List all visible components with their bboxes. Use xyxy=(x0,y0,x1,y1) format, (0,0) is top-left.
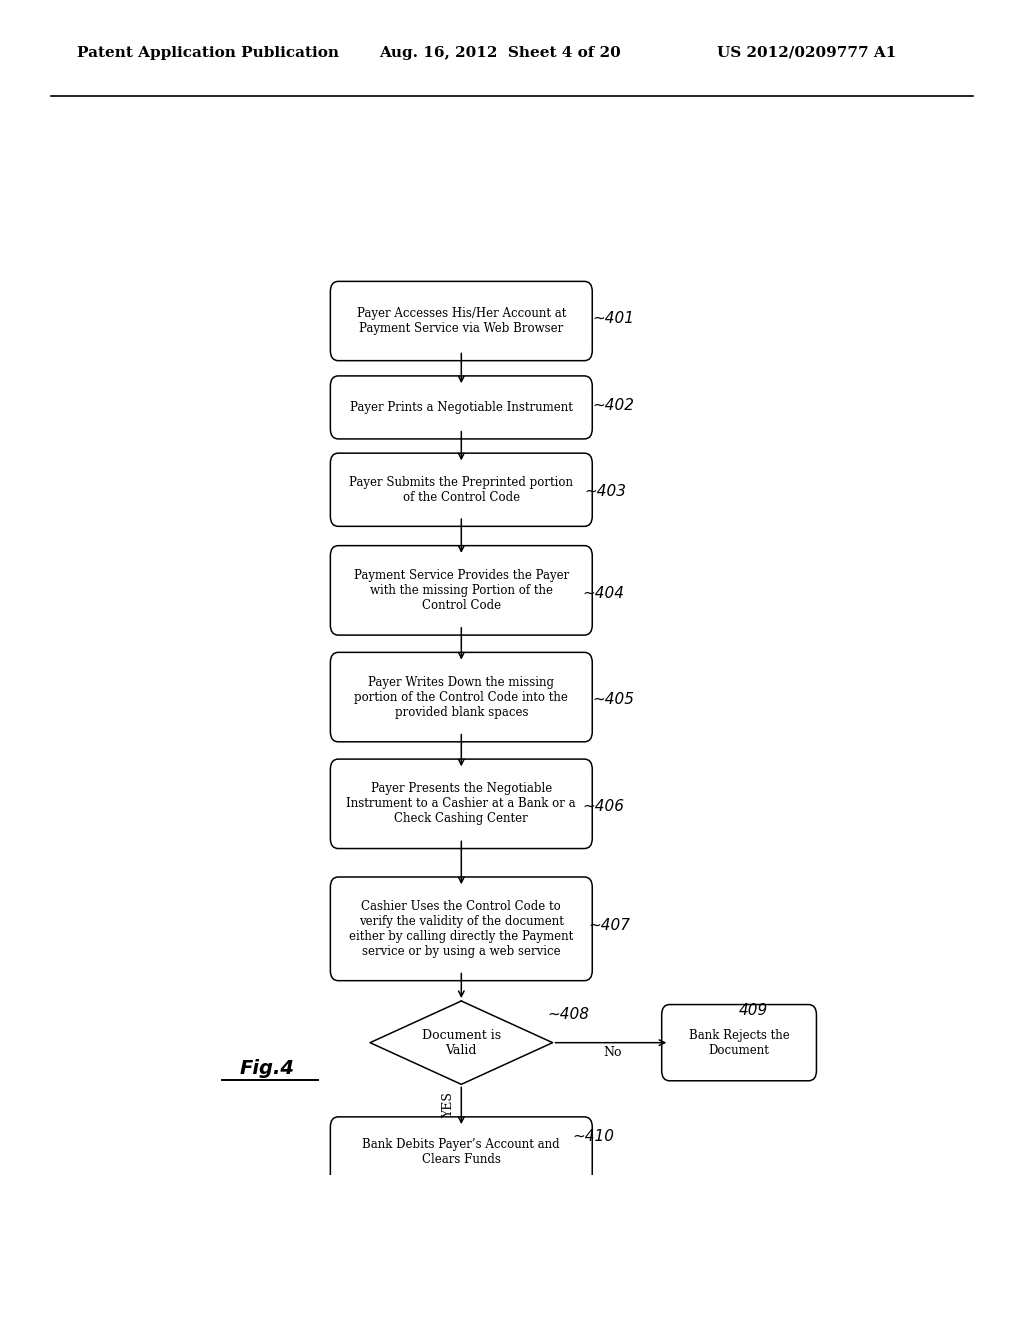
Text: ~405: ~405 xyxy=(592,692,634,706)
FancyBboxPatch shape xyxy=(331,281,592,360)
Text: ~408: ~408 xyxy=(547,1007,589,1022)
Text: 409: 409 xyxy=(739,1003,768,1018)
FancyBboxPatch shape xyxy=(331,759,592,849)
Text: ~410: ~410 xyxy=(572,1129,614,1143)
Text: Patent Application Publication: Patent Application Publication xyxy=(77,46,339,59)
Text: Bank Rejects the
Document: Bank Rejects the Document xyxy=(689,1028,790,1057)
Text: Payment Service Provides the Payer
with the missing Portion of the
Control Code: Payment Service Provides the Payer with … xyxy=(353,569,569,612)
Text: ~401: ~401 xyxy=(592,312,634,326)
Text: US 2012/0209777 A1: US 2012/0209777 A1 xyxy=(717,46,896,59)
Text: Payer Presents the Negotiable
Instrument to a Cashier at a Bank or a
Check Cashi: Payer Presents the Negotiable Instrument… xyxy=(346,783,577,825)
Text: ~404: ~404 xyxy=(582,586,624,601)
FancyBboxPatch shape xyxy=(331,652,592,742)
Text: Bank Debits Payer’s Account and
Clears Funds: Bank Debits Payer’s Account and Clears F… xyxy=(362,1138,560,1167)
Text: Payer Submits the Preprinted portion
of the Control Code: Payer Submits the Preprinted portion of … xyxy=(349,475,573,504)
FancyBboxPatch shape xyxy=(331,453,592,527)
Text: ~403: ~403 xyxy=(585,484,627,499)
Text: ~406: ~406 xyxy=(582,800,624,814)
Text: Payer Accesses His/Her Account at
Payment Service via Web Browser: Payer Accesses His/Her Account at Paymen… xyxy=(356,308,566,335)
Text: YES: YES xyxy=(442,1092,455,1118)
Text: Payer Writes Down the missing
portion of the Control Code into the
provided blan: Payer Writes Down the missing portion of… xyxy=(354,676,568,718)
FancyBboxPatch shape xyxy=(331,876,592,981)
Text: Cashier Uses the Control Code to
verify the validity of the document
either by c: Cashier Uses the Control Code to verify … xyxy=(349,900,573,958)
Text: Payer Prints a Negotiable Instrument: Payer Prints a Negotiable Instrument xyxy=(350,401,572,414)
Text: ~407: ~407 xyxy=(588,919,631,933)
Text: Document is
Valid: Document is Valid xyxy=(422,1028,501,1057)
Text: ~402: ~402 xyxy=(592,397,634,413)
FancyBboxPatch shape xyxy=(331,376,592,440)
Text: No: No xyxy=(603,1047,622,1060)
FancyBboxPatch shape xyxy=(331,545,592,635)
FancyBboxPatch shape xyxy=(662,1005,816,1081)
FancyBboxPatch shape xyxy=(331,1117,592,1188)
Text: Fig.4: Fig.4 xyxy=(240,1059,294,1077)
Text: Aug. 16, 2012  Sheet 4 of 20: Aug. 16, 2012 Sheet 4 of 20 xyxy=(379,46,621,59)
